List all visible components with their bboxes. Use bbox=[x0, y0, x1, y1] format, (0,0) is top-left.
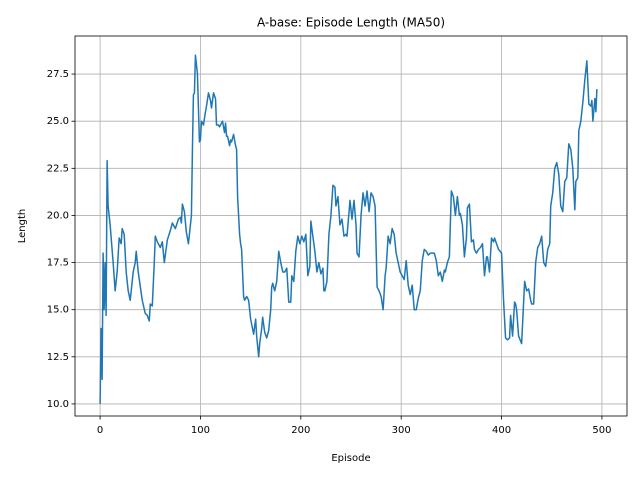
x-tick-label: 200 bbox=[291, 425, 310, 436]
x-tick-label: 400 bbox=[492, 425, 511, 436]
y-tick-label: 15.0 bbox=[47, 305, 69, 316]
y-tick-label: 22.5 bbox=[47, 163, 69, 174]
x-tick-label: 100 bbox=[191, 425, 210, 436]
y-axis-label: Length bbox=[17, 209, 28, 244]
chart-title: A-base: Episode Length (MA50) bbox=[257, 16, 445, 30]
y-tick-label: 27.5 bbox=[47, 69, 69, 80]
x-tick-label: 0 bbox=[97, 425, 103, 436]
y-tick-label: 17.5 bbox=[47, 258, 69, 269]
x-tick-label: 500 bbox=[592, 425, 611, 436]
y-tick-label: 25.0 bbox=[47, 116, 69, 127]
data-line bbox=[99, 54, 598, 404]
y-tick-label: 20.0 bbox=[47, 210, 69, 221]
plot-frame bbox=[74, 35, 628, 417]
y-tick-label: 10.0 bbox=[47, 399, 69, 410]
y-tick-label: 12.5 bbox=[47, 352, 69, 363]
x-tick-label: 300 bbox=[392, 425, 411, 436]
x-axis-label: Episode bbox=[331, 453, 370, 464]
